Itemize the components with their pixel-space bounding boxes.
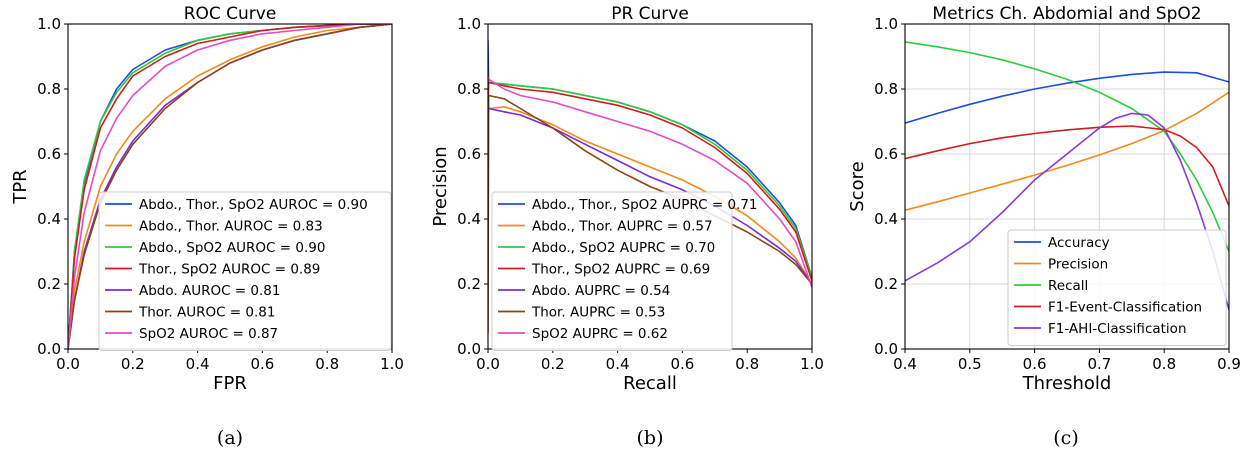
y-tick-label: 0.4 — [874, 210, 898, 228]
series-line-4 — [488, 81, 812, 282]
legend: Abdo., Thor., SpO2 AUPRC = 0.71 Abdo., Th… — [491, 191, 758, 351]
y-tick-label: 1.0 — [874, 15, 898, 33]
legend-box — [98, 191, 392, 351]
y-axis-label: TPR — [10, 169, 31, 204]
legend-label: F1-AHI-Classification — [1048, 321, 1187, 337]
x-tick-label: 0.6 — [250, 355, 274, 373]
y-axis-label: Precision — [430, 146, 451, 226]
legend-label: Abdo., Thor., SpO2 AUPRC = 0.71 — [532, 197, 758, 213]
chart-panel-2: 0.0 0.2 0.4 0.6 0.8 1.0 0.0 0.2 0.4 0.6 0.8 1.0 PR C… — [430, 4, 824, 449]
y-tick-label: 0.2 — [874, 275, 898, 293]
legend-label: Recall — [1048, 278, 1088, 294]
y-tick-label: 0.2 — [37, 275, 61, 293]
series-line-3 — [488, 81, 812, 278]
x-tick-label: 0.7 — [1087, 355, 1111, 373]
panel-caption: (b) — [637, 427, 664, 449]
x-tick-label: 0.8 — [315, 355, 339, 373]
y-tick-label: 0.4 — [457, 210, 481, 228]
legend-label: Thor., SpO2 AUPRC = 0.69 — [531, 262, 710, 278]
y-tick-label: 0.6 — [874, 145, 898, 163]
x-tick-label: 1.0 — [800, 355, 824, 373]
legend-label: Abdo. AUROC = 0.81 — [139, 283, 280, 299]
legend-label: SpO2 AUPRC = 0.62 — [532, 326, 668, 342]
legend-label: SpO2 AUROC = 0.87 — [139, 326, 278, 342]
legend-label: Accuracy — [1048, 235, 1110, 251]
series-line-2 — [488, 106, 812, 285]
legend-label: F1-Event-Classification — [1048, 300, 1202, 316]
legend-label: Abdo., SpO2 AUPRC = 0.70 — [532, 240, 715, 256]
y-tick-label: 0.0 — [37, 340, 61, 358]
series-line-6 — [68, 24, 392, 349]
panel-caption: (a) — [217, 427, 243, 449]
x-tick-label: 0.0 — [56, 355, 80, 373]
series-line-5 — [488, 107, 812, 285]
x-axis-label: Recall — [623, 373, 677, 394]
panel-caption: (c) — [1053, 427, 1078, 449]
series-line-2 — [68, 24, 392, 349]
series-line-5 — [905, 112, 1229, 311]
y-tick-label: 0.8 — [37, 80, 61, 98]
x-tick-label: 0.4 — [186, 355, 210, 373]
legend-label: Abdo., Thor. AUROC = 0.83 — [139, 219, 323, 235]
chart-title: PR Curve — [611, 4, 689, 24]
x-tick-label: 0.4 — [606, 355, 630, 373]
y-tick-label: 1.0 — [37, 15, 61, 33]
x-tick-label: 0.5 — [958, 355, 982, 373]
series-group — [488, 40, 812, 333]
series-line-2 — [905, 91, 1229, 211]
x-tick-label: 0.6 — [670, 355, 694, 373]
series-line-7 — [68, 24, 392, 349]
legend-label: Thor. AUROC = 0.81 — [138, 305, 275, 321]
legend-label: Thor., SpO2 AUROC = 0.89 — [138, 262, 320, 278]
legend-label: Abdo., Thor., SpO2 AUROC = 0.90 — [139, 197, 368, 213]
y-tick-label: 0.6 — [37, 145, 61, 163]
legend-label: Abdo. AUPRC = 0.54 — [532, 283, 670, 299]
chart-panel-3: 0.4 0.5 0.6 0.7 0.8 0.9 0.0 0.2 0.4 0.6 0.8 1.0 Metr… — [847, 4, 1241, 449]
series-group — [68, 24, 392, 349]
x-tick-label: 0.4 — [893, 355, 917, 373]
x-tick-label: 0.0 — [476, 355, 500, 373]
x-tick-label: 0.8 — [1152, 355, 1176, 373]
x-tick-label: 0.6 — [1023, 355, 1047, 373]
series-line-4 — [68, 24, 392, 349]
legend-label: Thor. AUPRC = 0.53 — [531, 305, 665, 321]
x-tick-label: 1.0 — [380, 355, 404, 373]
y-tick-label: 0.6 — [457, 145, 481, 163]
x-tick-label: 0.9 — [1217, 355, 1241, 373]
y-axis-label: Score — [847, 161, 868, 211]
chart-panel-1: 0.0 0.2 0.4 0.6 0.8 1.0 0.0 0.2 0.4 0.6 0.8 1.0 ROC … — [10, 4, 404, 449]
legend: Accuracy Precision Recall F1-Event-Classifi… — [1007, 229, 1227, 346]
y-tick-label: 0.8 — [874, 80, 898, 98]
series-line-7 — [488, 75, 812, 288]
legend-label: Abdo., SpO2 AUROC = 0.90 — [139, 240, 325, 256]
y-tick-label: 0.2 — [457, 275, 481, 293]
y-tick-label: 0.0 — [457, 340, 481, 358]
series-line-1 — [905, 71, 1229, 124]
y-tick-label: 0.8 — [457, 80, 481, 98]
x-tick-label: 0.8 — [735, 355, 759, 373]
y-tick-label: 0.0 — [874, 340, 898, 358]
legend-label: Precision — [1048, 257, 1108, 273]
legend: Abdo., Thor., SpO2 AUROC = 0.90 Abdo., Th… — [98, 191, 392, 351]
series-line-6 — [488, 94, 812, 333]
series-line-3 — [905, 41, 1229, 252]
x-tick-label: 0.2 — [121, 355, 145, 373]
chart-title: Metrics Ch. Abdomial and SpO2 — [932, 4, 1201, 24]
legend-box — [1007, 229, 1227, 346]
series-group — [905, 41, 1229, 311]
x-axis-label: FPR — [213, 373, 247, 394]
y-tick-label: 0.4 — [37, 210, 61, 228]
chart-title: ROC Curve — [184, 4, 277, 24]
legend-label: Abdo., Thor. AUPRC = 0.57 — [532, 219, 713, 235]
plot-frame — [904, 23, 1230, 350]
x-axis-label: Threshold — [1022, 373, 1112, 394]
legend-box — [491, 191, 733, 351]
x-tick-label: 0.2 — [541, 355, 565, 373]
y-tick-label: 1.0 — [457, 15, 481, 33]
